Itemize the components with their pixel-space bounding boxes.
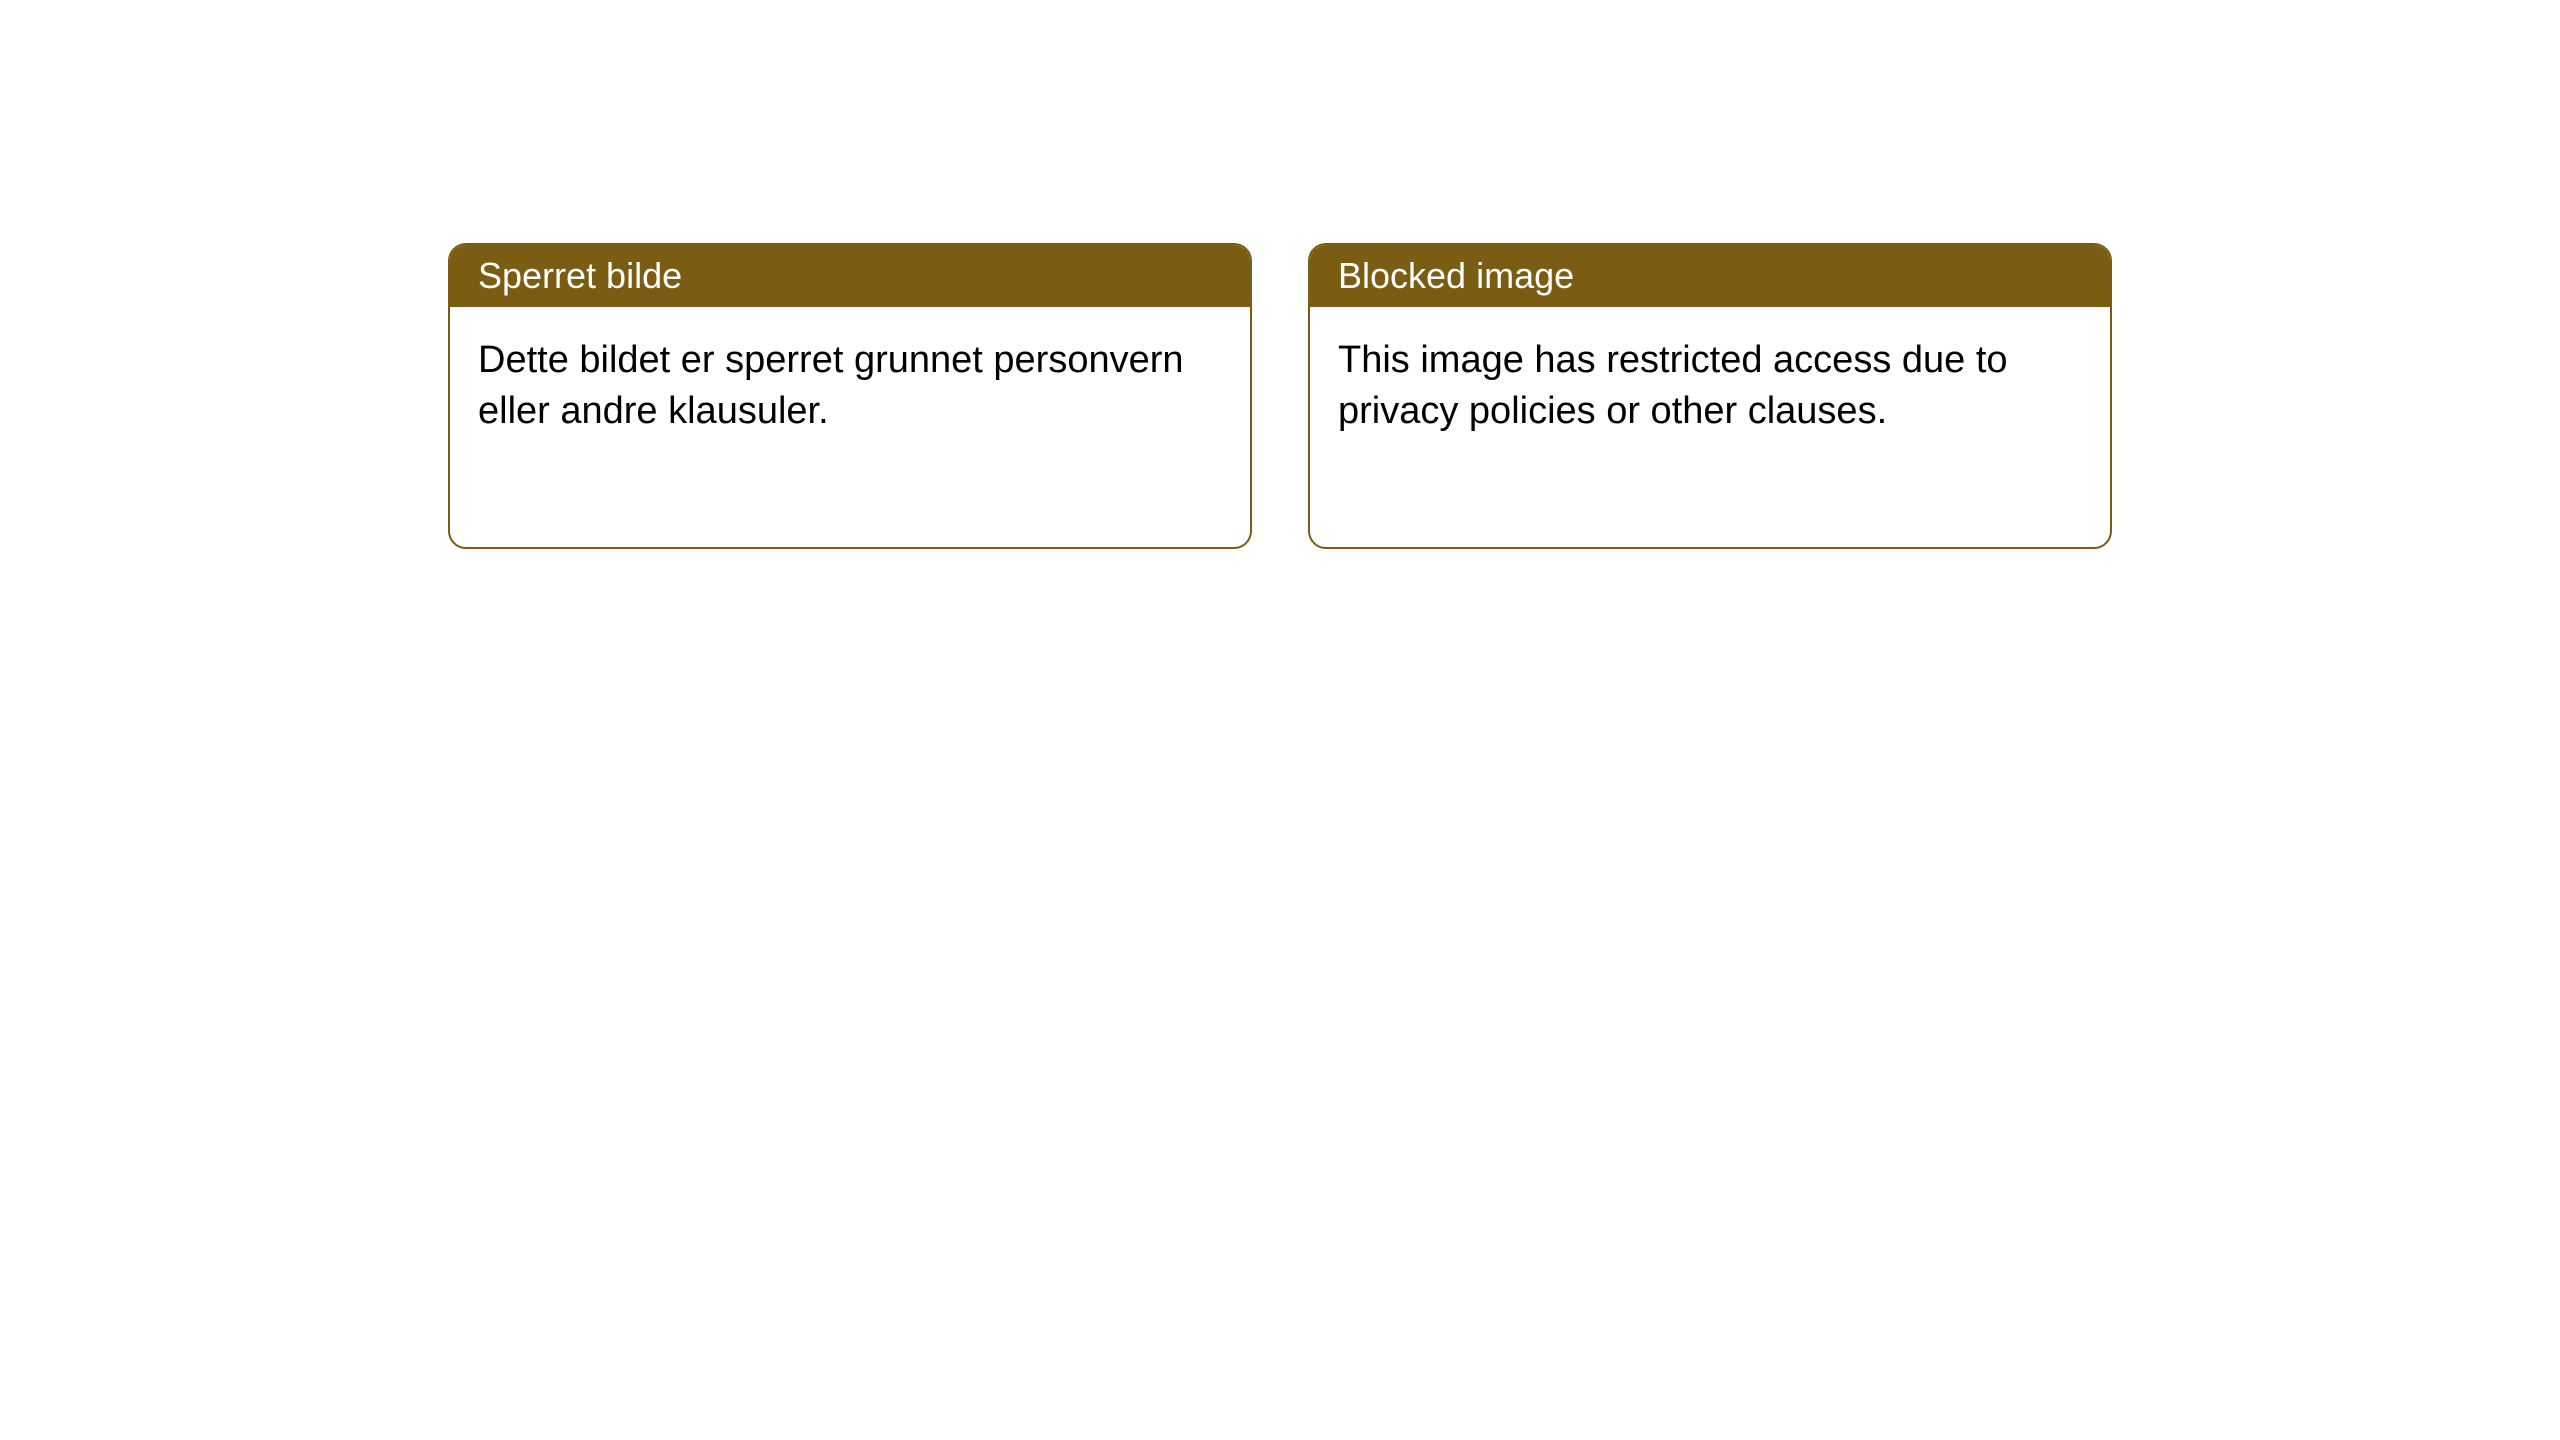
card-body-norwegian: Dette bildet er sperret grunnet personve… <box>450 307 1250 547</box>
card-message: This image has restricted access due to … <box>1338 339 2008 432</box>
card-title: Sperret bilde <box>478 255 682 296</box>
card-english: Blocked image This image has restricted … <box>1308 243 2112 549</box>
card-message: Dette bildet er sperret grunnet personve… <box>478 339 1184 432</box>
card-body-english: This image has restricted access due to … <box>1310 307 2110 547</box>
card-header-english: Blocked image <box>1310 245 2110 307</box>
card-header-norwegian: Sperret bilde <box>450 245 1250 307</box>
card-norwegian: Sperret bilde Dette bildet er sperret gr… <box>448 243 1252 549</box>
card-title: Blocked image <box>1338 255 1574 296</box>
notice-container: Sperret bilde Dette bildet er sperret gr… <box>0 0 2560 549</box>
